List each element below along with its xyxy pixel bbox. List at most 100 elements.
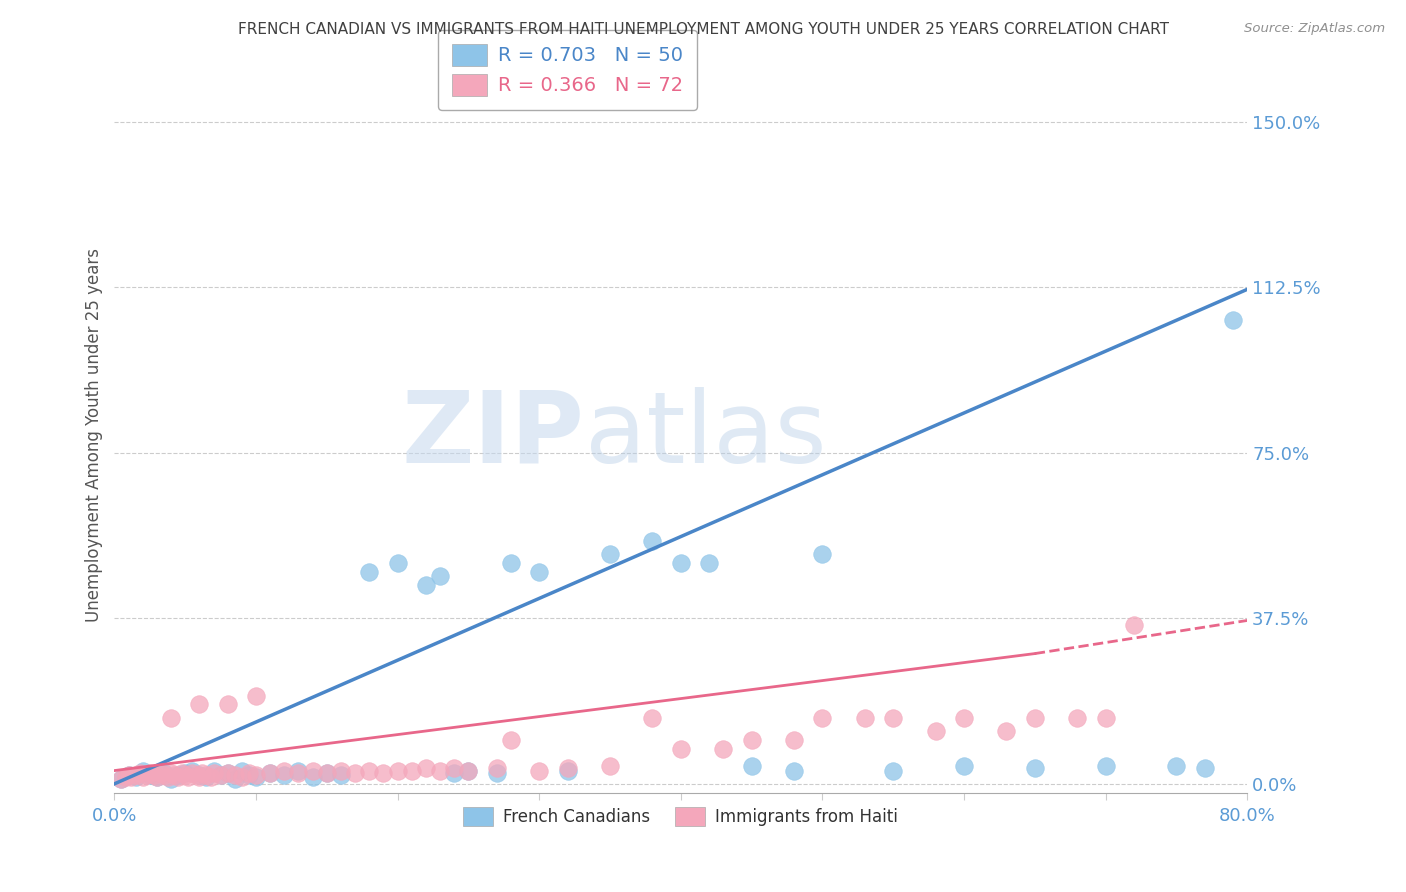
Point — [359, 764, 381, 778]
Point — [443, 761, 465, 775]
Point — [202, 764, 225, 778]
Point — [429, 569, 451, 583]
Point — [359, 565, 381, 579]
Point — [1122, 618, 1144, 632]
Point — [1066, 710, 1088, 724]
Legend: French Canadians, Immigrants from Haiti: French Canadians, Immigrants from Haiti — [456, 798, 907, 834]
Point — [1166, 759, 1188, 773]
Point — [485, 761, 508, 775]
Point — [217, 698, 239, 712]
Point — [741, 759, 763, 773]
Point — [191, 765, 214, 780]
Point — [124, 768, 146, 782]
Point — [529, 764, 551, 778]
Point — [1094, 710, 1116, 724]
Point — [1222, 313, 1244, 327]
Point — [415, 761, 437, 775]
Point — [163, 768, 186, 782]
Point — [153, 768, 176, 782]
Point — [149, 765, 172, 780]
Point — [259, 765, 281, 780]
Point — [882, 764, 904, 778]
Text: FRENCH CANADIAN VS IMMIGRANTS FROM HAITI UNEMPLOYMENT AMONG YOUTH UNDER 25 YEARS: FRENCH CANADIAN VS IMMIGRANTS FROM HAITI… — [238, 22, 1168, 37]
Point — [181, 764, 204, 778]
Point — [202, 765, 225, 780]
Point — [186, 768, 208, 782]
Point — [117, 768, 139, 782]
Point — [925, 723, 948, 738]
Point — [641, 534, 664, 549]
Point — [174, 765, 197, 780]
Point — [953, 710, 976, 724]
Point — [217, 765, 239, 780]
Point — [195, 770, 218, 784]
Point — [485, 765, 508, 780]
Point — [124, 770, 146, 784]
Point — [387, 556, 409, 570]
Point — [177, 770, 200, 784]
Point — [853, 710, 876, 724]
Point — [129, 765, 152, 780]
Point — [415, 578, 437, 592]
Point — [1094, 759, 1116, 773]
Point — [200, 770, 222, 784]
Point — [557, 761, 579, 775]
Point — [273, 768, 295, 782]
Point — [217, 765, 239, 780]
Point — [443, 765, 465, 780]
Point — [110, 772, 132, 787]
Point — [499, 732, 522, 747]
Point — [669, 741, 692, 756]
Point — [245, 768, 267, 782]
Point — [783, 764, 806, 778]
Point — [172, 765, 194, 780]
Point — [669, 556, 692, 570]
Point — [174, 768, 197, 782]
Point — [160, 710, 183, 724]
Point — [599, 759, 621, 773]
Point — [287, 765, 309, 780]
Point — [245, 770, 267, 784]
Point — [953, 759, 976, 773]
Point — [188, 698, 211, 712]
Point — [641, 710, 664, 724]
Point — [132, 764, 155, 778]
Point — [153, 765, 176, 780]
Point — [273, 764, 295, 778]
Point — [315, 765, 337, 780]
Point — [741, 732, 763, 747]
Point — [110, 772, 132, 787]
Point — [1024, 761, 1046, 775]
Point — [1024, 710, 1046, 724]
Point — [167, 770, 190, 784]
Text: ZIP: ZIP — [402, 386, 585, 483]
Point — [401, 764, 423, 778]
Point — [599, 547, 621, 561]
Point — [811, 710, 834, 724]
Point — [167, 768, 190, 782]
Point — [301, 770, 323, 784]
Point — [995, 723, 1018, 738]
Point — [181, 765, 204, 780]
Point — [315, 765, 337, 780]
Point — [238, 768, 260, 782]
Point — [245, 689, 267, 703]
Y-axis label: Unemployment Among Youth under 25 years: Unemployment Among Youth under 25 years — [86, 248, 103, 622]
Point — [811, 547, 834, 561]
Point — [135, 768, 157, 782]
Point — [387, 764, 409, 778]
Point — [259, 765, 281, 780]
Point — [344, 765, 367, 780]
Point — [287, 764, 309, 778]
Point — [143, 768, 166, 782]
Point — [529, 565, 551, 579]
Point — [224, 768, 246, 782]
Point — [160, 772, 183, 787]
Point — [195, 768, 218, 782]
Point — [429, 764, 451, 778]
Point — [139, 765, 162, 780]
Point — [330, 764, 353, 778]
Point — [132, 770, 155, 784]
Point — [1194, 761, 1216, 775]
Point — [209, 768, 232, 782]
